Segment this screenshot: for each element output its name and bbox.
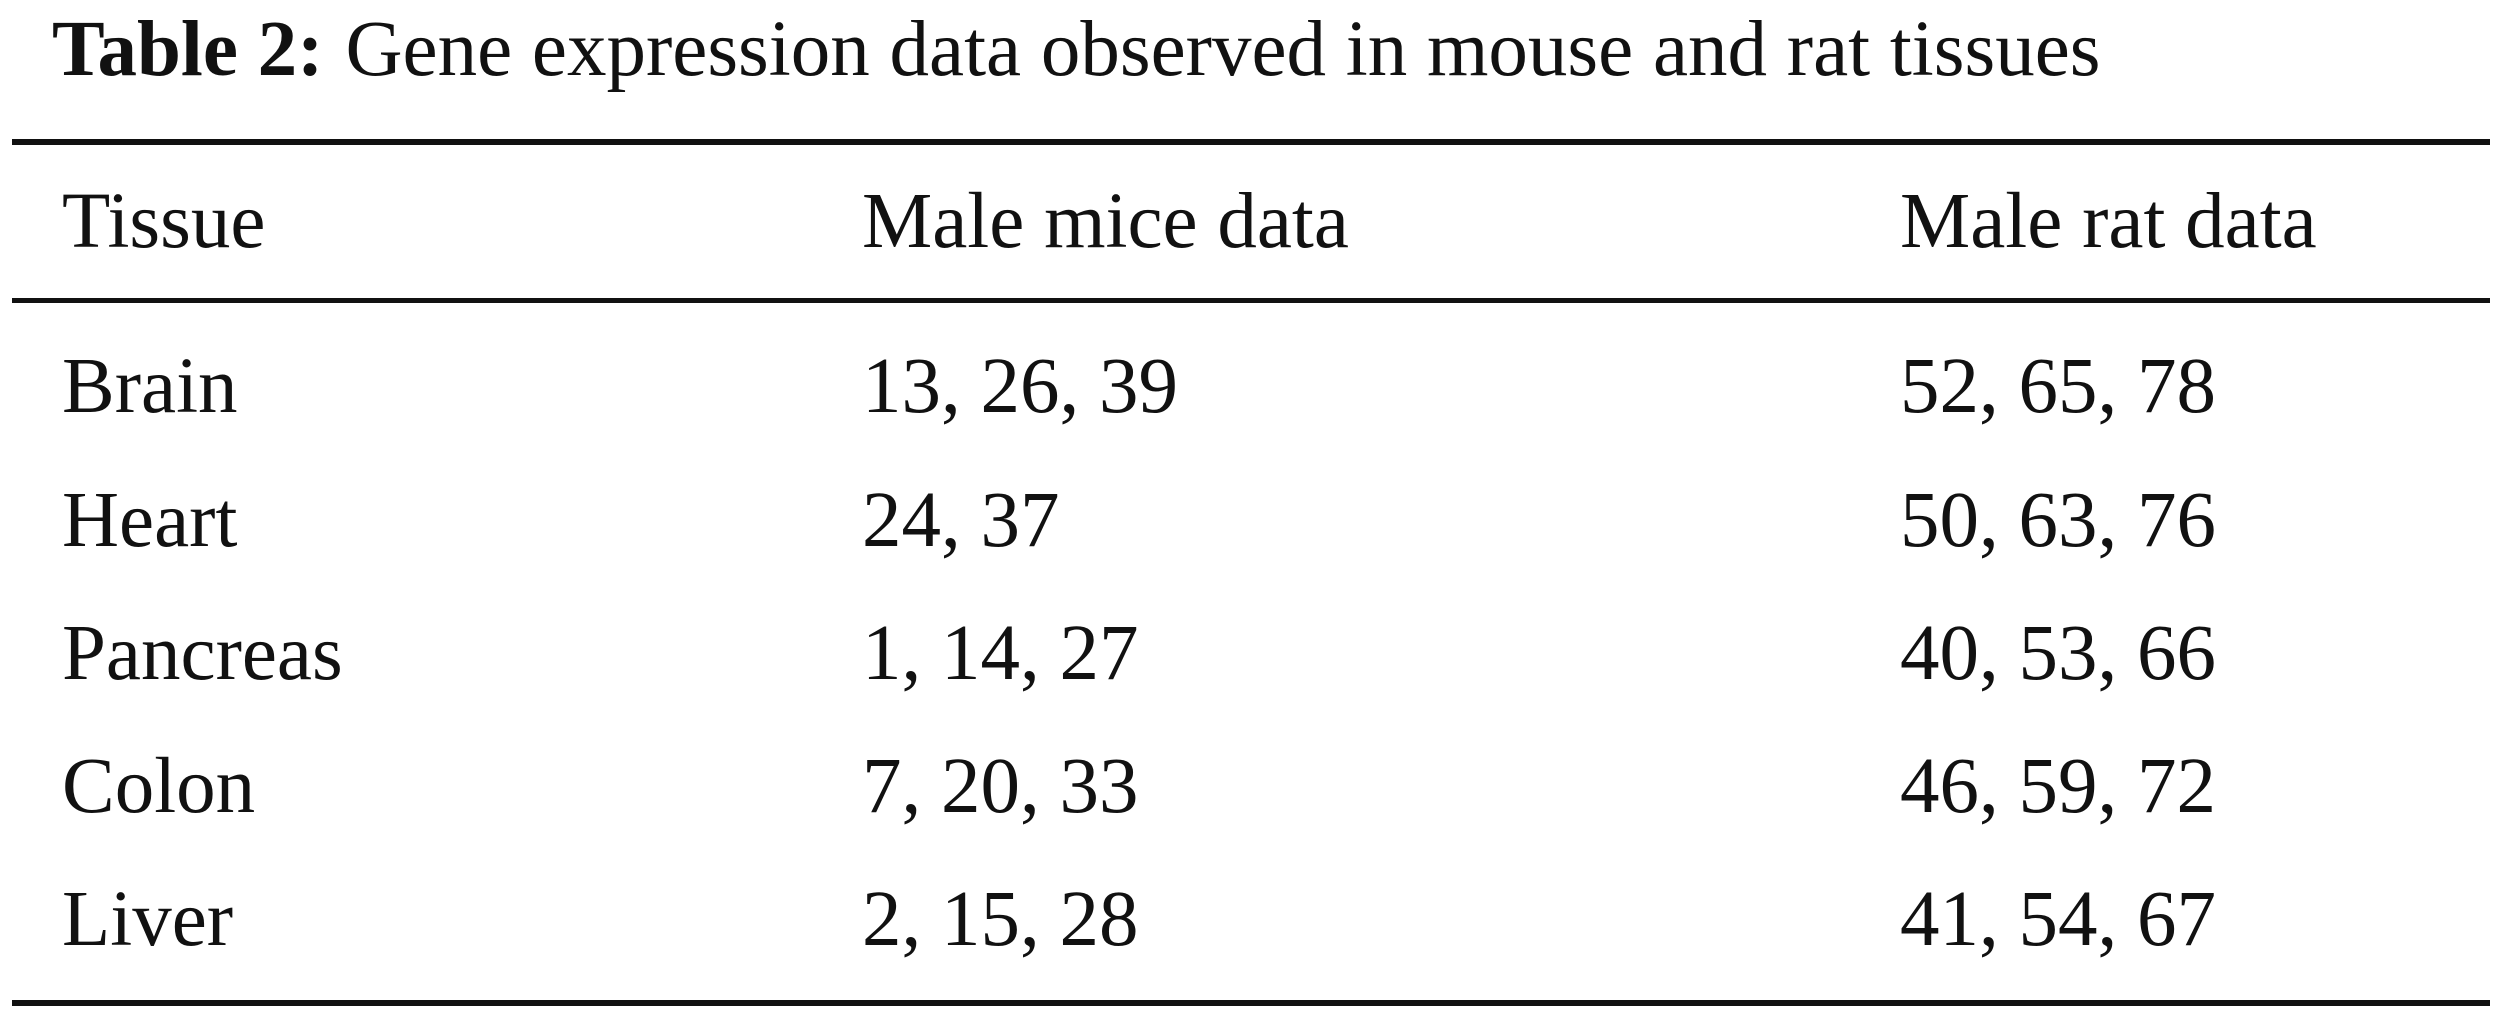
- mice-data-cell: 7, 20, 33: [862, 743, 1139, 830]
- rat-data-cell: 46, 59, 72: [1900, 743, 2216, 830]
- column-header-tissue: Tissue: [62, 178, 266, 265]
- bottom-rule: [12, 1000, 2490, 1006]
- tissue-cell: Liver: [62, 876, 234, 963]
- rat-data-cell: 41, 54, 67: [1900, 876, 2216, 963]
- column-header-male-rat: Male rat data: [1900, 178, 2317, 265]
- rat-data-cell: 52, 65, 78: [1900, 343, 2216, 430]
- tissue-cell: Pancreas: [62, 610, 343, 697]
- mice-data-cell: 1, 14, 27: [862, 610, 1139, 697]
- rat-data-cell: 40, 53, 66: [1900, 610, 2216, 697]
- mice-data-cell: 24, 37: [862, 477, 1060, 564]
- mice-data-cell: 2, 15, 28: [862, 876, 1139, 963]
- table-number: Table 2:: [52, 6, 324, 93]
- column-header-male-mice: Male mice data: [862, 178, 1349, 265]
- top-rule: [12, 139, 2490, 145]
- header-rule: [12, 298, 2490, 303]
- caption-text: Gene expression data observed in mouse a…: [345, 6, 2101, 93]
- tissue-cell: Heart: [62, 477, 238, 564]
- table-caption: Table 2: Gene expression data observed in…: [52, 0, 2101, 100]
- rat-data-cell: 50, 63, 76: [1900, 477, 2216, 564]
- tissue-cell: Brain: [62, 343, 238, 430]
- tissue-cell: Colon: [62, 743, 256, 830]
- mice-data-cell: 13, 26, 39: [862, 343, 1178, 430]
